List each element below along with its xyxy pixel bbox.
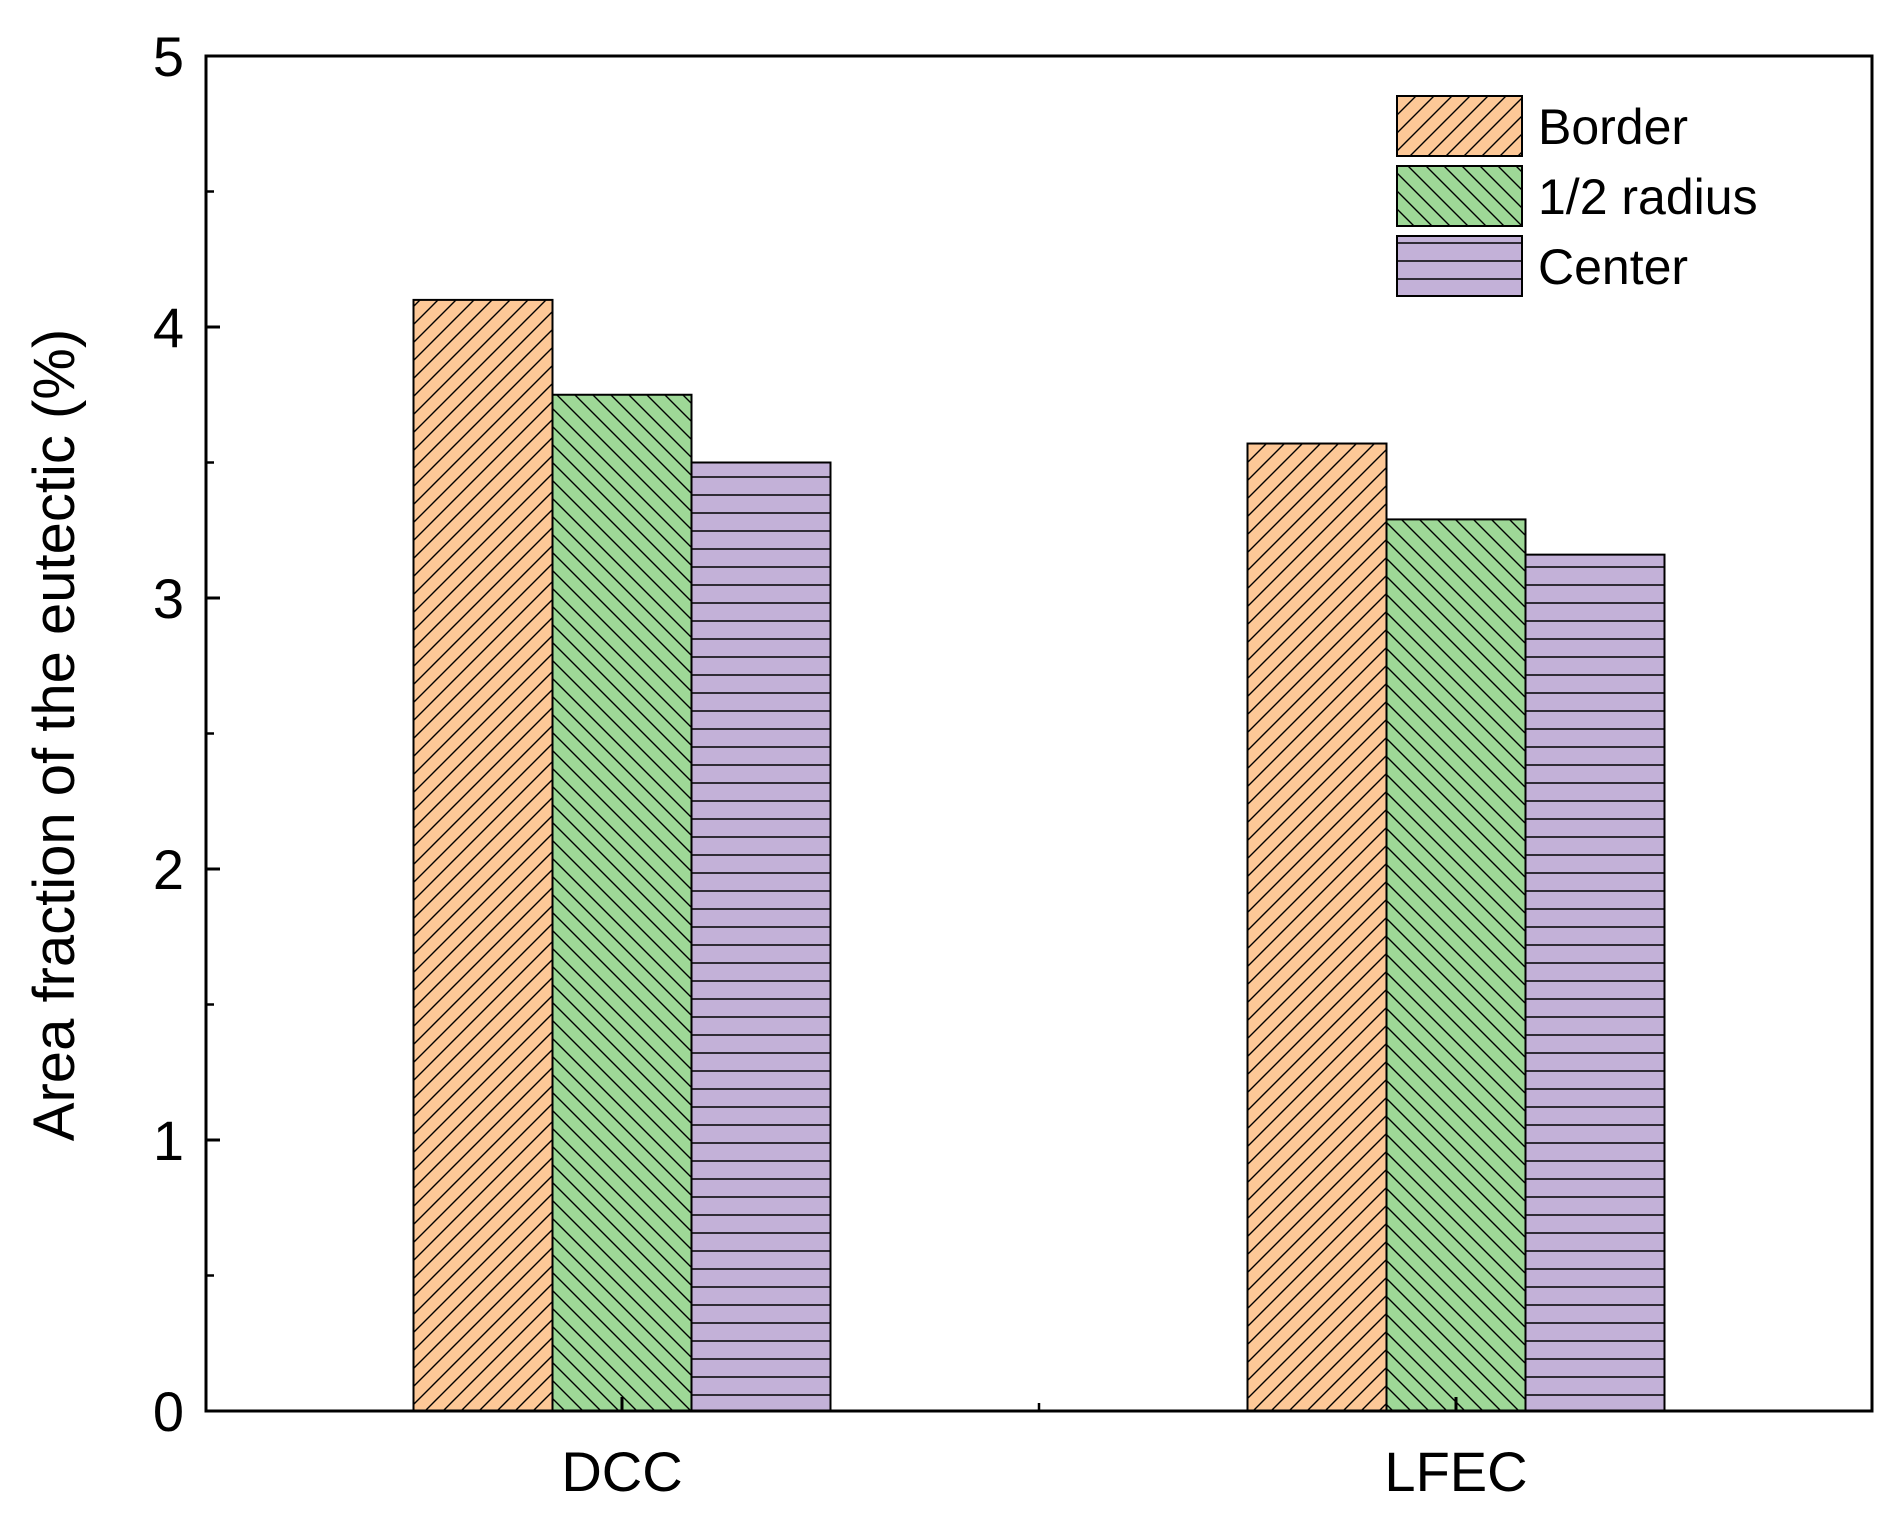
legend-swatch <box>1396 95 1523 157</box>
bars-layer <box>412 298 1666 1412</box>
legend-label: Border <box>1538 99 1688 155</box>
bar-lfec-border <box>1246 442 1388 1412</box>
bar-lfec-1-2-radius <box>1385 518 1527 1412</box>
x-tick-label-dcc: DCC <box>561 1440 682 1503</box>
y-tick-label: 3 <box>153 567 184 630</box>
legend-label: Center <box>1538 239 1688 295</box>
legend-swatch <box>1396 235 1523 297</box>
y-tick-label: 1 <box>153 1109 184 1172</box>
legend-item-center: Center <box>1396 235 1688 297</box>
x-tick-label-lfec: LFEC <box>1384 1440 1527 1503</box>
bar-hatch <box>1246 442 1388 1412</box>
legend-label: 1/2 radius <box>1538 169 1758 225</box>
y-axis-title: Area fraction of the eutectic (%) <box>22 329 87 1141</box>
bar-hatch <box>690 461 832 1412</box>
y-tick-label: 4 <box>153 296 184 359</box>
legend: Border 1/2 radius Center <box>1396 95 1758 297</box>
bar-dcc-1-2-radius <box>551 393 693 1412</box>
legend-swatch <box>1396 165 1523 227</box>
y-tick-label: 0 <box>153 1380 184 1443</box>
bar-hatch <box>1385 518 1527 1412</box>
bar-hatch <box>551 393 693 1412</box>
y-tick-label: 2 <box>153 838 184 901</box>
bar-hatch <box>412 298 554 1412</box>
axes-layer: 0 1 2 3 4 5 DCC LFEC <box>153 25 1874 1503</box>
bar-dcc-border <box>412 298 554 1412</box>
bar-hatch <box>1524 553 1666 1412</box>
y-tick-label: 5 <box>153 25 184 88</box>
legend-item-1-2-radius: 1/2 radius <box>1396 165 1758 227</box>
bar-lfec-center <box>1524 553 1666 1412</box>
bar-dcc-center <box>690 461 832 1412</box>
legend-item-border: Border <box>1396 95 1688 157</box>
